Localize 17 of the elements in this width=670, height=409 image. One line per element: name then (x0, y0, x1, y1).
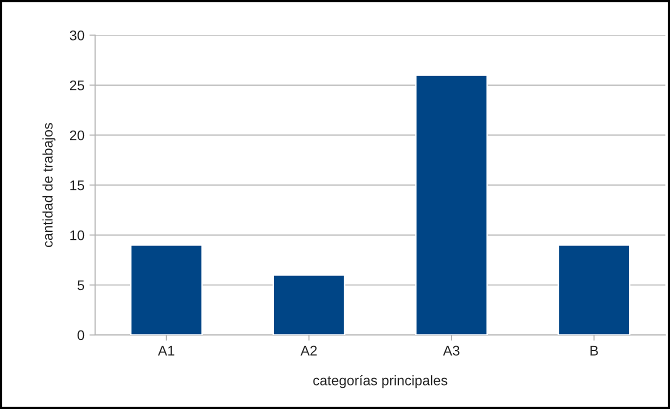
x-tick-label: B (590, 346, 598, 356)
x-axis-title: categorías principales (313, 375, 448, 388)
y-tick-label: 5 (78, 280, 84, 290)
bar (415, 74, 488, 335)
x-tick-label: A1 (158, 346, 174, 356)
bar (558, 244, 630, 335)
x-tick-label: A3 (443, 346, 460, 356)
y-tick-label: 10 (70, 230, 84, 240)
y-tick-label: 0 (78, 330, 84, 340)
y-tick-label: 30 (70, 30, 84, 40)
y-tick-label: 20 (70, 130, 84, 140)
bar (272, 274, 346, 335)
bar (130, 244, 203, 335)
y-tick-label: 15 (70, 180, 84, 190)
y-tick-label: 25 (70, 80, 84, 90)
x-tick-label: A2 (300, 346, 317, 356)
y-axis-title: cantidad de trabajos (42, 123, 56, 248)
